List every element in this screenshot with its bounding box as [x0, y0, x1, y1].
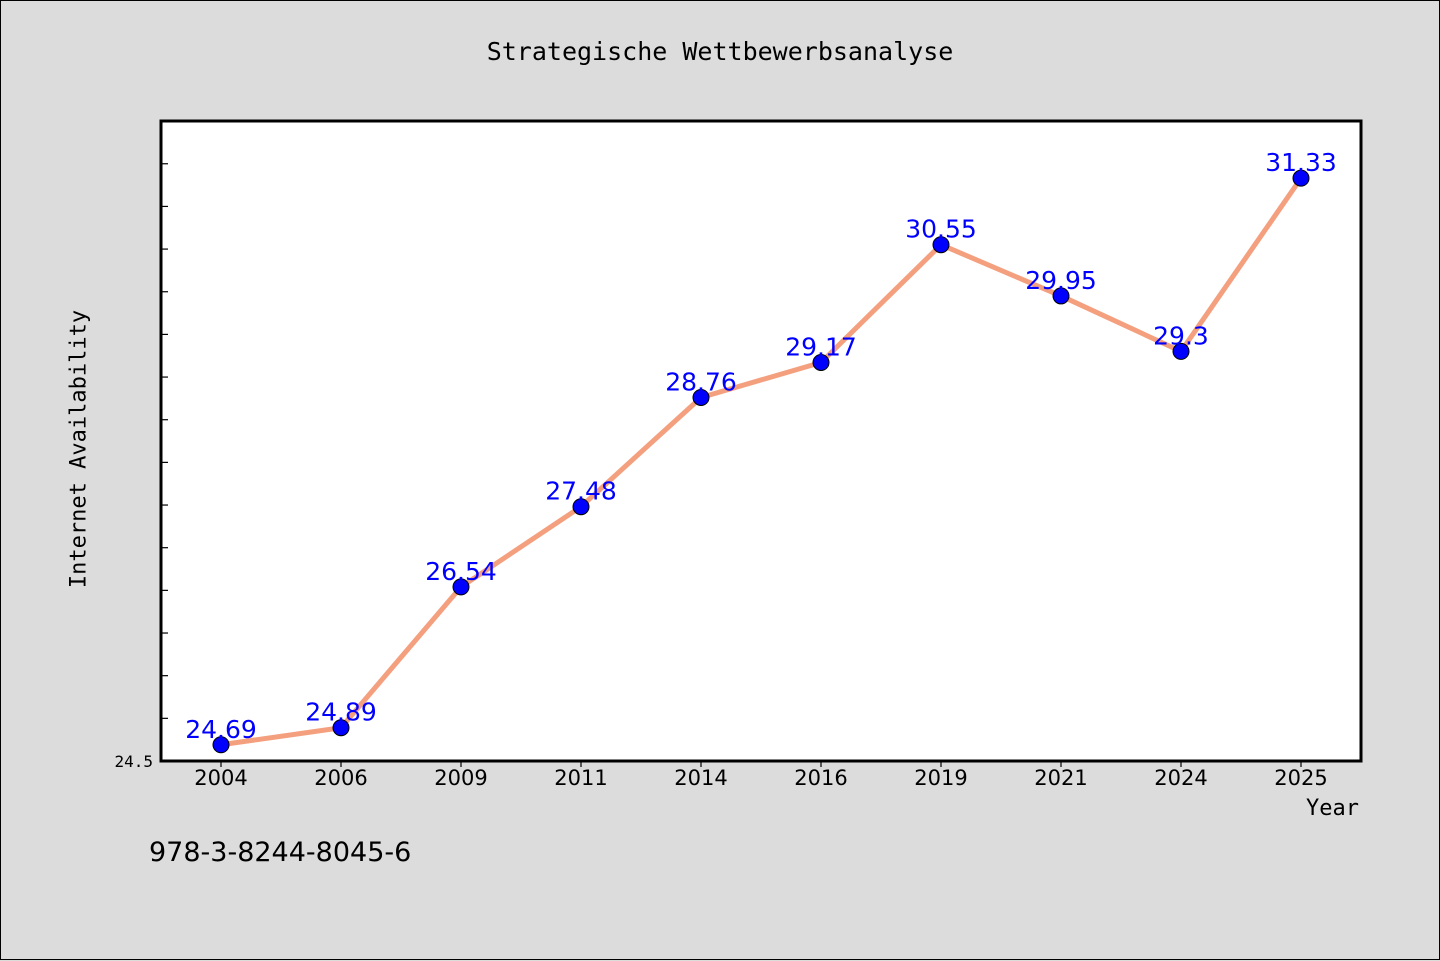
- x-tick-label: 2021: [1034, 766, 1087, 790]
- x-tick-label: 2014: [674, 766, 727, 790]
- data-label: 24.89: [305, 698, 377, 727]
- data-point: [1292, 169, 1310, 187]
- x-tick-label: 2004: [194, 766, 247, 790]
- data-point: [332, 719, 350, 737]
- x-axis-label: Year: [1306, 796, 1359, 821]
- x-tick-label: 2025: [1274, 766, 1327, 790]
- y-tick-label: 24.5: [114, 752, 153, 771]
- x-tick-label: 2006: [314, 766, 367, 790]
- x-tick-label: 2009: [434, 766, 487, 790]
- data-label: 24.69: [185, 715, 257, 744]
- data-label: 29.95: [1025, 266, 1097, 295]
- data-point: [692, 388, 710, 406]
- data-point: [932, 236, 950, 254]
- data-label: 28.76: [665, 367, 737, 396]
- x-tick-label: 2024: [1154, 766, 1207, 790]
- data-label: 31.33: [1265, 148, 1337, 177]
- plot-frame: [159, 119, 1363, 763]
- y-axis-label: Internet Availability: [66, 309, 92, 589]
- plot-background: [161, 121, 1361, 761]
- data-point: [1052, 287, 1070, 305]
- data-point: [1172, 342, 1190, 360]
- data-point: [452, 578, 470, 596]
- series-line: [218, 175, 1304, 748]
- data-label: 30.55: [905, 215, 977, 244]
- data-point: [812, 353, 830, 371]
- data-label: 29.3: [1153, 321, 1209, 350]
- data-label: 26.54: [425, 557, 497, 586]
- chart-title: Strategische Wettbewerbsanalyse: [486, 37, 954, 66]
- data-point: [572, 498, 590, 516]
- x-tick-label: 2019: [914, 766, 967, 790]
- x-tick-label: 2011: [554, 766, 607, 790]
- x-tick-label: 2016: [794, 766, 847, 790]
- data-label: 29.17: [785, 332, 857, 361]
- data-point: [212, 736, 230, 754]
- isbn-text: 978-3-8244-8045-6: [149, 837, 412, 868]
- data-label: 27.48: [545, 477, 617, 506]
